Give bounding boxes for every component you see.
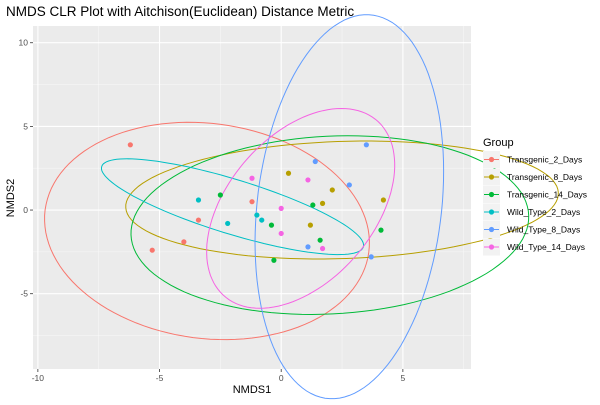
legend-item-transgenic-2-days: Transgenic_2_Days xyxy=(483,151,582,168)
point-wild-type-14-days xyxy=(249,175,255,181)
point-wild-type-8-days xyxy=(305,244,311,250)
data-points xyxy=(127,142,386,263)
legend-item-wild-type-8-days: Wild_Type_8_Days xyxy=(483,221,580,238)
point-transgenic-8-days xyxy=(307,222,313,228)
point-transgenic-14-days xyxy=(268,222,275,228)
point-wild-type-14-days xyxy=(278,230,284,237)
x-tick-label: -10 xyxy=(32,373,45,383)
point-transgenic-2-days xyxy=(181,239,187,245)
point-transgenic-14-days xyxy=(310,202,316,208)
point-transgenic-2-days xyxy=(149,247,155,253)
point-wild-type-2-days xyxy=(254,212,260,218)
y-axis-label: NMDS2 xyxy=(5,179,17,218)
x-tick-label: 5 xyxy=(400,373,405,383)
point-wild-type-14-days xyxy=(305,177,311,183)
point-wild-type-2-days xyxy=(259,217,265,223)
legend-item-transgenic-14-days: Transgenic_14_Days xyxy=(483,186,587,203)
legend-label: Transgenic_14_Days xyxy=(507,190,587,200)
y-tick-label: 10 xyxy=(19,38,29,48)
ellipse-transgenic-2-days xyxy=(44,121,370,341)
x-axis-label: NMDS1 xyxy=(233,384,272,396)
ellipse-transgenic-8-days xyxy=(125,140,559,260)
point-wild-type-8-days xyxy=(363,142,369,148)
point-transgenic-2-days xyxy=(249,199,255,205)
ellipse-wild-type-14-days xyxy=(206,107,396,309)
point-transgenic-14-days xyxy=(378,227,384,233)
chart-title: NMDS CLR Plot with Aitchison(Euclidean) … xyxy=(6,4,354,19)
point-wild-type-14-days xyxy=(278,205,284,211)
y-axis: -5 0 5 10 xyxy=(19,38,33,299)
point-wild-type-8-days xyxy=(368,254,374,260)
legend-key-point xyxy=(488,156,495,163)
legend-key-point xyxy=(488,209,495,215)
point-transgenic-8-days xyxy=(285,170,292,176)
legend: Group Transgenic_2_Days Transgenic_8_Days… xyxy=(483,137,587,256)
y-tick-label: 5 xyxy=(23,121,28,131)
ellipse-wild-type-8-days xyxy=(254,14,445,400)
ellipse-wild-type-2-days xyxy=(101,158,365,256)
x-tick-label: 0 xyxy=(279,373,284,383)
plot-panel xyxy=(33,26,471,369)
point-transgenic-2-days xyxy=(127,142,133,148)
point-transgenic-14-days xyxy=(217,192,223,198)
point-transgenic-14-days xyxy=(317,237,323,243)
legend-label: Transgenic_8_Days xyxy=(507,172,582,182)
point-wild-type-8-days xyxy=(346,182,352,188)
ellipse-transgenic-14-days xyxy=(130,135,530,316)
legend-item-wild-type-14-days: Wild_Type_14_Days xyxy=(483,238,585,256)
x-axis: -10 -5 0 5 xyxy=(32,369,405,383)
legend-label: Wild_Type_2_Days xyxy=(507,207,580,217)
legend-items: Transgenic_2_Days Transgenic_8_Days Transg… xyxy=(483,151,587,256)
point-wild-type-2-days xyxy=(195,197,202,203)
legend-key-point xyxy=(488,226,495,233)
legend-key-point xyxy=(488,244,495,250)
legend-label: Wild_Type_14_Days xyxy=(507,242,585,252)
legend-item-wild-type-2-days: Wild_Type_2_Days xyxy=(483,203,580,221)
x-tick-label: -5 xyxy=(156,373,164,383)
legend-title: Group xyxy=(483,137,514,149)
legend-label: Wild_Type_8_Days xyxy=(507,225,580,235)
legend-label: Transgenic_2_Days xyxy=(507,155,582,165)
point-wild-type-8-days xyxy=(312,158,318,165)
legend-key-point xyxy=(488,174,495,180)
y-tick-label: -5 xyxy=(20,289,28,299)
point-transgenic-14-days xyxy=(271,257,277,263)
point-transgenic-2-days xyxy=(195,217,202,223)
grid-major xyxy=(33,26,471,369)
point-wild-type-2-days xyxy=(225,220,231,227)
point-wild-type-14-days xyxy=(319,245,326,252)
legend-key-point xyxy=(488,191,495,198)
legend-item-transgenic-8-days: Transgenic_8_Days xyxy=(483,168,582,186)
point-transgenic-8-days xyxy=(329,187,335,193)
y-tick-label: 0 xyxy=(23,205,28,215)
confidence-ellipses xyxy=(44,14,559,400)
point-transgenic-8-days xyxy=(380,197,386,203)
point-transgenic-8-days xyxy=(319,200,326,206)
